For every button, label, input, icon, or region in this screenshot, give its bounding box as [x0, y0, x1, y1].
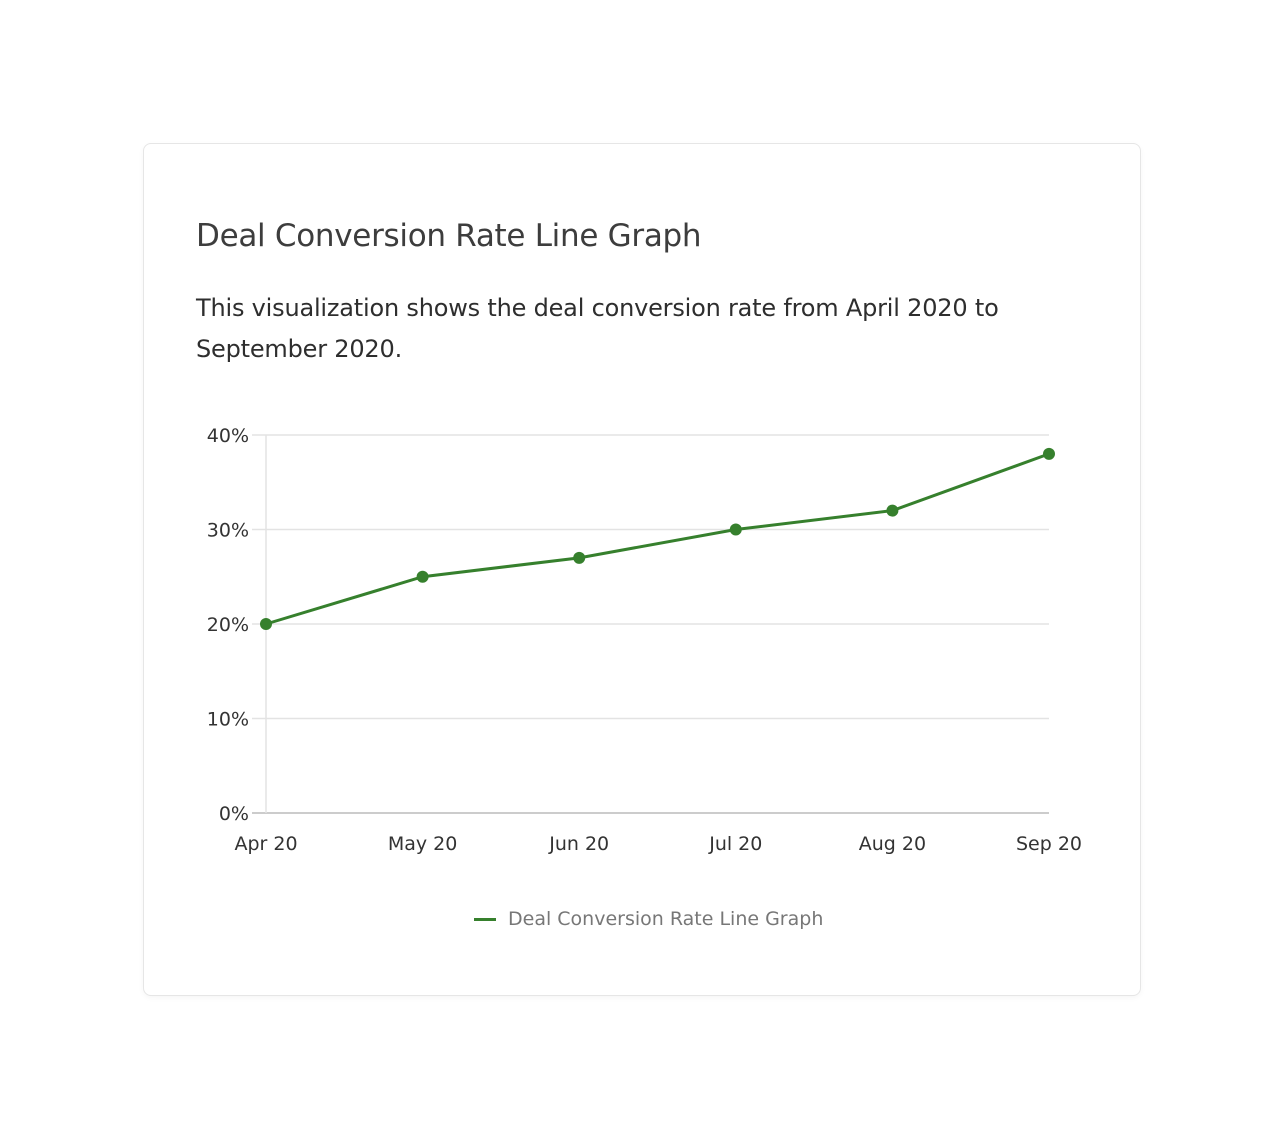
x-tick-label: Jun 20 — [548, 833, 609, 855]
y-tick-label: 0% — [219, 803, 249, 825]
data-point[interactable] — [886, 504, 899, 517]
y-tick-label: 10% — [207, 709, 249, 731]
legend-swatch — [474, 917, 496, 921]
chart-title: Deal Conversion Rate Line Graph — [196, 218, 702, 254]
legend[interactable]: Deal Conversion Rate Line Graph — [474, 908, 823, 930]
x-tick-label: Apr 20 — [234, 833, 297, 855]
x-tick-label: Jul 20 — [708, 833, 762, 855]
legend-label: Deal Conversion Rate Line Graph — [508, 908, 824, 930]
y-tick-label: 40% — [207, 425, 249, 447]
data-point[interactable] — [1043, 447, 1055, 460]
x-tick-label: May 20 — [388, 833, 458, 855]
y-tick-label: 20% — [207, 614, 249, 636]
data-point[interactable] — [416, 570, 429, 583]
x-tick-label: Sep 20 — [1016, 833, 1082, 855]
series-line — [265, 452, 1050, 626]
y-tick-label: 30% — [207, 520, 249, 542]
data-point[interactable] — [729, 523, 742, 536]
chart-description: This visualization shows the deal conver… — [196, 294, 999, 363]
x-tick-label: Aug 20 — [859, 833, 926, 855]
chart-card — [143, 143, 1141, 996]
data-point[interactable] — [260, 618, 272, 630]
data-point[interactable] — [573, 551, 586, 564]
